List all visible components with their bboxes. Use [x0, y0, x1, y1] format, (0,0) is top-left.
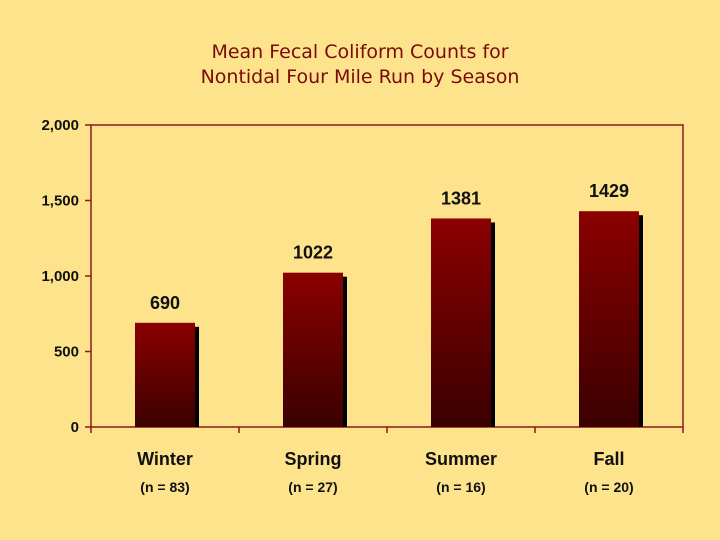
- x-category-sample-size: (n = 83): [140, 479, 189, 495]
- bar: [135, 322, 195, 427]
- x-axis: Winter (n = 83) Spring (n = 27) Summer (n = 1…: [90, 427, 684, 495]
- y-axis: 0 500 1,000 1,500 2,000: [41, 117, 91, 436]
- y-tick-label: 0: [71, 419, 79, 436]
- y-tick-label: 1,500: [41, 193, 79, 210]
- x-category-label: Winter: [137, 449, 193, 469]
- bar: [579, 211, 639, 427]
- x-category-label: Spring: [285, 449, 342, 469]
- bar-data-label: 690: [150, 293, 180, 313]
- x-category-sample-size: (n = 20): [584, 479, 633, 495]
- chart-title-line-1: Mean Fecal Coliform Counts for: [211, 41, 509, 63]
- x-category-sample-size: (n = 16): [436, 479, 485, 495]
- chart-title-line-2: Nontidal Four Mile Run by Season: [200, 66, 520, 88]
- bar-data-label: 1429: [589, 181, 629, 201]
- bar-data-label: 1022: [293, 243, 333, 263]
- bar: [283, 272, 343, 427]
- y-tick-label: 1,000: [41, 268, 79, 285]
- bar-data-label: 1381: [441, 188, 481, 208]
- y-tick-label: 2,000: [41, 117, 79, 134]
- x-category-sample-size: (n = 27): [288, 479, 337, 495]
- x-category-label: Fall: [593, 449, 624, 469]
- y-tick-label: 500: [54, 344, 79, 361]
- bars: 690 1022 1381 1429: [135, 181, 643, 427]
- chart-title: Mean Fecal Coliform Counts for Nontidal …: [0, 40, 720, 90]
- bar: [431, 218, 491, 427]
- x-category-label: Summer: [425, 449, 497, 469]
